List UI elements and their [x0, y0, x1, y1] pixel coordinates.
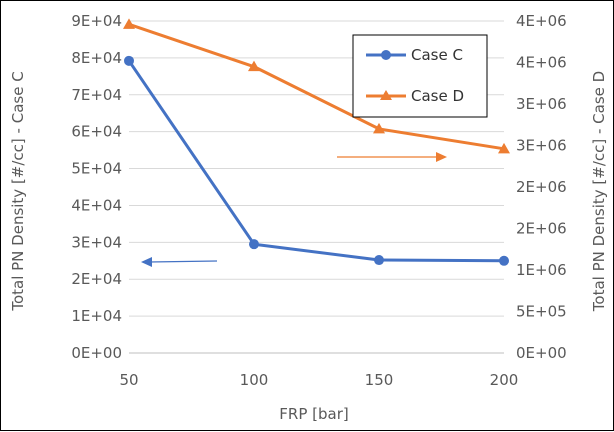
gridlines — [129, 20, 504, 317]
legend-label-case-c: Case C — [411, 46, 463, 64]
data-point-case-d — [123, 18, 135, 29]
legend-marker-case-c — [381, 50, 391, 60]
left-tick-label: 6E+04 — [71, 123, 122, 141]
right-tick-label: 2E+06 — [516, 220, 567, 238]
right-axis-ticks: 0E+00 5E+05 1E+06 2E+06 2E+06 3E+06 3E+06 4E+06… — [516, 12, 567, 362]
x-tick-label: 100 — [240, 371, 269, 389]
left-tick-label: 2E+04 — [71, 270, 122, 288]
arrow-case-c — [148, 260, 218, 263]
x-tick-label: 200 — [490, 371, 519, 389]
data-point-case-c — [499, 255, 509, 266]
left-tick-label: 3E+04 — [71, 233, 122, 251]
series-line-case-d — [128, 22, 505, 151]
series-points — [123, 18, 510, 266]
right-tick-label: 3E+06 — [516, 95, 567, 113]
right-tick-label: 2E+06 — [516, 178, 567, 196]
data-point-case-d — [498, 142, 510, 154]
series-line-case-c — [127, 59, 505, 263]
data-point-case-d — [373, 122, 385, 134]
left-tick-label: 4E+04 — [71, 196, 122, 214]
x-tick-label: 50 — [119, 371, 138, 389]
left-tick-label: 5E+04 — [71, 160, 122, 178]
right-tick-label: 5E+05 — [516, 303, 567, 321]
left-axis-ticks: 0E+00 1E+04 2E+04 3E+04 4E+04 5E+04 6E+04 7E+04… — [71, 12, 122, 362]
arrow-head-case-d — [436, 152, 447, 162]
left-tick-label: 9E+04 — [71, 12, 122, 30]
legend-label-case-d: Case D — [411, 87, 464, 105]
right-tick-label: 4E+06 — [516, 12, 567, 30]
data-point-case-c — [124, 55, 134, 66]
left-tick-label: 1E+04 — [71, 307, 122, 325]
series-lines — [127, 22, 505, 263]
right-tick-label: 0E+00 — [516, 344, 567, 362]
data-point-case-d — [248, 60, 260, 72]
right-axis-label: Total PN Density [#/cc] - Case D — [590, 71, 608, 312]
legend-marker-case-d — [380, 90, 392, 100]
legend-box — [352, 34, 488, 118]
x-axis-label: FRP [bar] — [279, 405, 348, 423]
left-axis-label: Total PN Density [#/cc] - Case C — [9, 71, 27, 311]
data-point-case-c — [249, 239, 259, 250]
left-tick-label: 8E+04 — [71, 49, 122, 67]
legend: Case C Case D — [352, 34, 488, 118]
data-point-case-c — [374, 255, 384, 266]
right-tick-label: 1E+06 — [516, 261, 567, 279]
right-tick-label: 3E+06 — [516, 137, 567, 155]
left-tick-label: 7E+04 — [71, 86, 122, 104]
x-axis-ticks: 50 100 150 200 — [119, 371, 518, 389]
axis-arrows — [141, 152, 447, 267]
right-tick-label: 4E+06 — [516, 54, 567, 72]
left-tick-label: 0E+00 — [71, 344, 122, 362]
x-tick-label: 150 — [365, 371, 394, 389]
arrow-head-case-c — [141, 257, 152, 267]
